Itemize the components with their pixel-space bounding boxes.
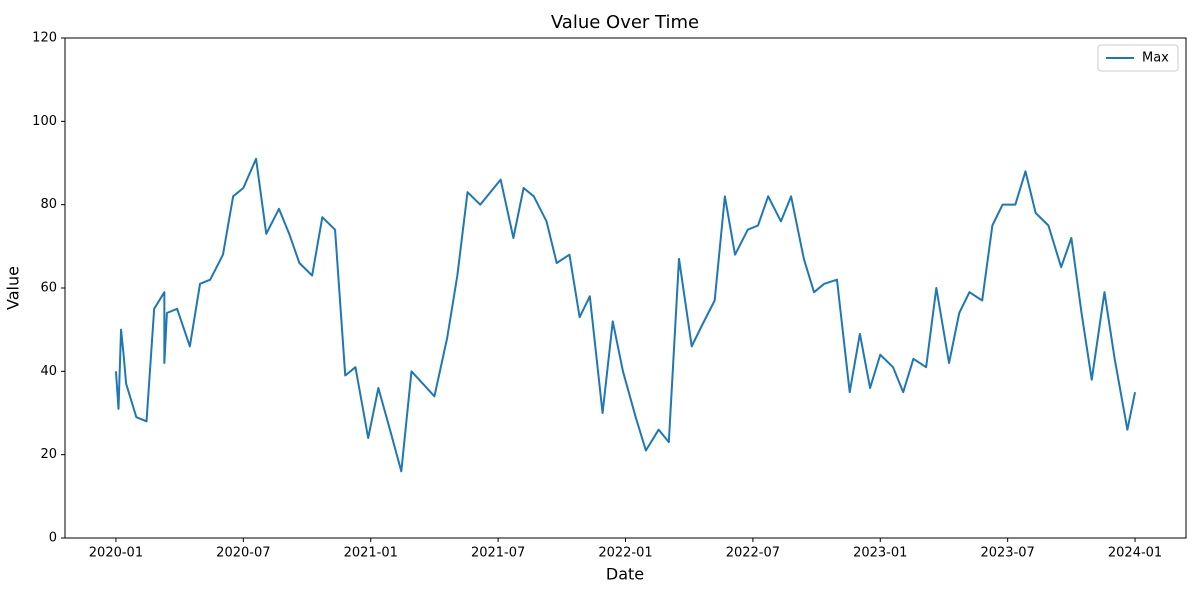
- x-tick-label: 2021-07: [471, 546, 525, 561]
- x-tick-label: 2023-07: [980, 546, 1034, 561]
- legend-box: [1097, 44, 1179, 72]
- x-tick-label: 2024-01: [1108, 546, 1162, 561]
- x-tick-label: 2022-01: [598, 546, 652, 561]
- x-tick-label: 2020-07: [216, 546, 270, 561]
- legend-label: Max: [1142, 51, 1169, 66]
- y-tick-label: 80: [40, 197, 57, 212]
- y-axis-label: Value: [4, 266, 23, 310]
- x-tick-label: 2022-07: [726, 546, 780, 561]
- x-axis-label: Date: [606, 565, 644, 584]
- y-tick-label: 100: [32, 114, 57, 129]
- y-tick-label: 40: [40, 364, 57, 379]
- y-tick-label: 120: [32, 31, 57, 46]
- chart-title: Value Over Time: [551, 12, 699, 33]
- x-tick-label: 2021-01: [344, 546, 398, 561]
- x-tick-label: 2020-01: [89, 546, 143, 561]
- line: [114, 157, 1137, 473]
- y-tick-label: 20: [40, 447, 57, 462]
- x-tick-label: 2023-01: [853, 546, 907, 561]
- plot-frame: [64, 37, 1187, 539]
- y-tick-label: 60: [40, 281, 57, 296]
- y-tick-label: 0: [49, 531, 57, 546]
